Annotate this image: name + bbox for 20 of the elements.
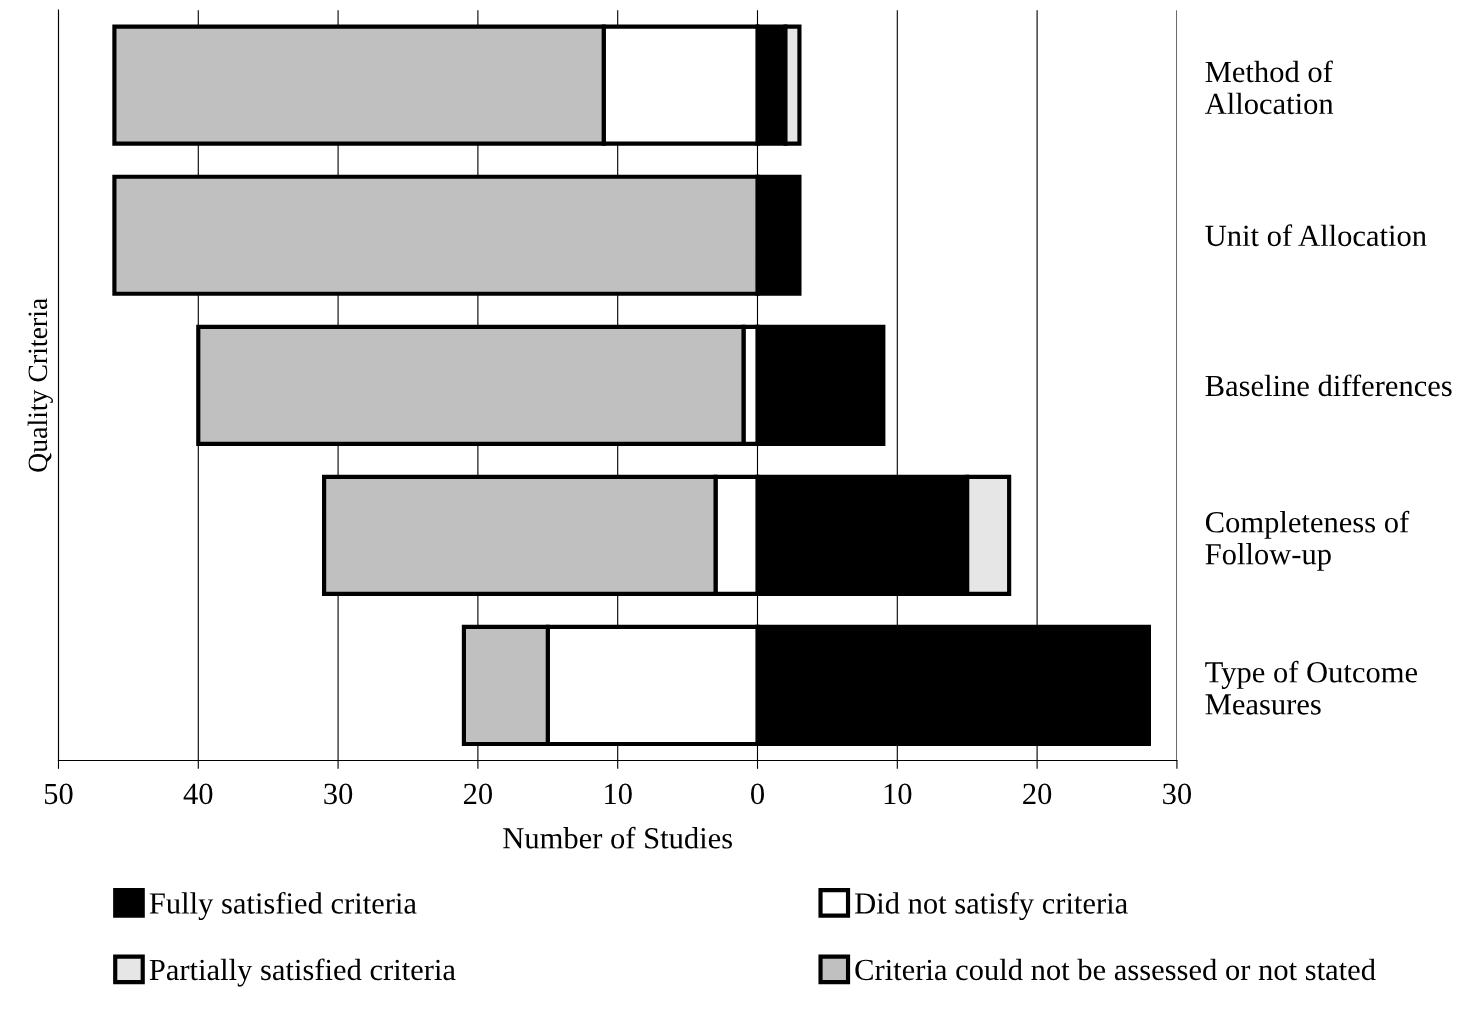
x-tick-label: 0 — [751, 783, 764, 805]
x-tick-label: 50 — [44, 783, 73, 805]
y-tick-label: Type of Outcome Measures — [1205, 660, 1418, 715]
y-tick-label: Completeness of Follow-up — [1205, 510, 1410, 571]
y-tick-label: Baseline differences — [1205, 374, 1452, 397]
x-tick-label: 10 — [605, 783, 632, 805]
y-tick-label: Method of Allocation — [1204, 60, 1334, 115]
x-tick-label: 40 — [183, 783, 213, 805]
legend-label: Did not satisfy criteria — [855, 891, 1128, 921]
x-axis-title: Number of Studies — [503, 826, 733, 849]
x-tick-label: 20 — [463, 783, 492, 805]
legend-label: Partially satisfied criteria — [149, 958, 456, 987]
x-tick-label: 30 — [324, 783, 353, 805]
legend-label: Criteria could not be assessed or not stated — [855, 958, 1376, 981]
x-tick-label: 30 — [1163, 783, 1192, 805]
legend-label: Fully satisfied criteria — [149, 891, 417, 921]
y-tick-label: Unit of Allocation — [1205, 224, 1427, 247]
x-tick-label: 20 — [1023, 783, 1052, 805]
x-tick-label: 10 — [884, 783, 912, 805]
y-axis-title: Quality Criteria — [27, 298, 53, 472]
